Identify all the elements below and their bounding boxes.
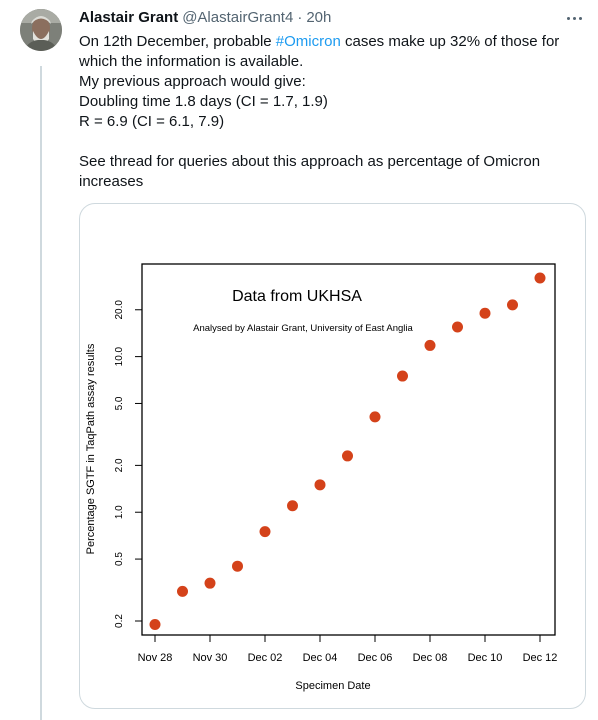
blank-line: [79, 132, 579, 152]
media-card[interactable]: Data from UKHSA Analysed by Alastair Gra…: [79, 203, 586, 709]
data-point: [534, 272, 546, 284]
author-handle[interactable]: @AlastairGrant4: [182, 9, 294, 26]
more-dot: [567, 17, 570, 20]
more-dot: [579, 17, 582, 20]
data-point: [259, 526, 271, 538]
data-point: [287, 500, 298, 512]
data-points: [149, 272, 546, 630]
y-tick-label: 0.2: [114, 614, 125, 628]
plot-frame: [141, 263, 556, 636]
avatar[interactable]: [20, 9, 62, 51]
y-tick-label: 5.0: [114, 396, 125, 410]
data-point: [177, 585, 188, 597]
author-name[interactable]: Alastair Grant: [79, 9, 179, 26]
y-tick-label: 20.0: [114, 300, 125, 320]
x-axis-label: Specimen Date: [295, 680, 370, 692]
tweet-line: My previous approach would give:: [79, 73, 306, 90]
data-point: [204, 577, 216, 589]
y-tick-label: 0.5: [114, 552, 125, 566]
data-point: [149, 618, 161, 630]
data-point: [232, 560, 243, 572]
x-tick-label: Dec 10: [468, 652, 503, 664]
data-point: [397, 370, 408, 382]
chart-title: Data from UKHSA: [232, 288, 362, 305]
chart-subtitle: Analysed by Alastair Grant, University o…: [193, 323, 413, 334]
chart: Data from UKHSA Analysed by Alastair Gra…: [85, 263, 557, 692]
data-point: [479, 307, 491, 319]
y-tick-label: 1.0: [114, 505, 125, 519]
x-tick-label: Dec 08: [413, 652, 448, 664]
avatar-image: [20, 9, 62, 51]
tweet-line: which the information is available.: [79, 53, 304, 70]
x-tick-label: Dec 12: [523, 652, 558, 664]
tweet-text: On 12th December, probable #Omicron case…: [79, 32, 579, 192]
x-tick-label: Dec 02: [248, 652, 283, 664]
x-tick-label: Nov 30: [193, 652, 228, 664]
thread-line: [40, 66, 42, 720]
tweet-line: increases: [79, 173, 144, 190]
tweet-line: On 12th December, probable #Omicron case…: [79, 32, 579, 52]
data-point: [342, 450, 353, 462]
data-point: [452, 321, 463, 333]
x-tick-label: Dec 04: [303, 652, 338, 664]
x-tick-label: Dec 06: [358, 652, 393, 664]
tweet-line: R = 6.9 (CI = 6.1, 7.9): [79, 113, 225, 130]
data-point: [314, 479, 326, 491]
y-tick-label: 2.0: [114, 458, 125, 472]
timestamp[interactable]: 20h: [306, 9, 332, 26]
hashtag-link[interactable]: #Omicron: [275, 33, 341, 50]
tweet-header: Alastair Grant @AlastairGrant4 · 20h: [79, 9, 331, 29]
data-point: [507, 299, 518, 311]
x-tick-label: Nov 28: [138, 652, 173, 664]
separator-dot: ·: [297, 9, 303, 26]
y-axis-label: Percentage SGTF in TaqPath assay results: [85, 343, 97, 554]
y-tick-label: 10.0: [114, 346, 125, 366]
axis-ticks: Nov 28 Nov 30 Dec 02 Dec 04 Dec 06 Dec 08 Dec …: [114, 300, 557, 664]
more-dot: [573, 17, 576, 20]
data-point: [424, 339, 436, 351]
tweet-line: See thread for queries about this approa…: [79, 153, 541, 170]
text-segment: cases make up 32% of those for: [340, 33, 560, 50]
text-segment: On 12th December, probable: [79, 33, 276, 50]
data-point: [369, 411, 381, 423]
tweet-line: Doubling time 1.8 days (CI = 1.7, 1.9): [79, 93, 328, 110]
more-horizontal-icon[interactable]: [566, 14, 584, 24]
